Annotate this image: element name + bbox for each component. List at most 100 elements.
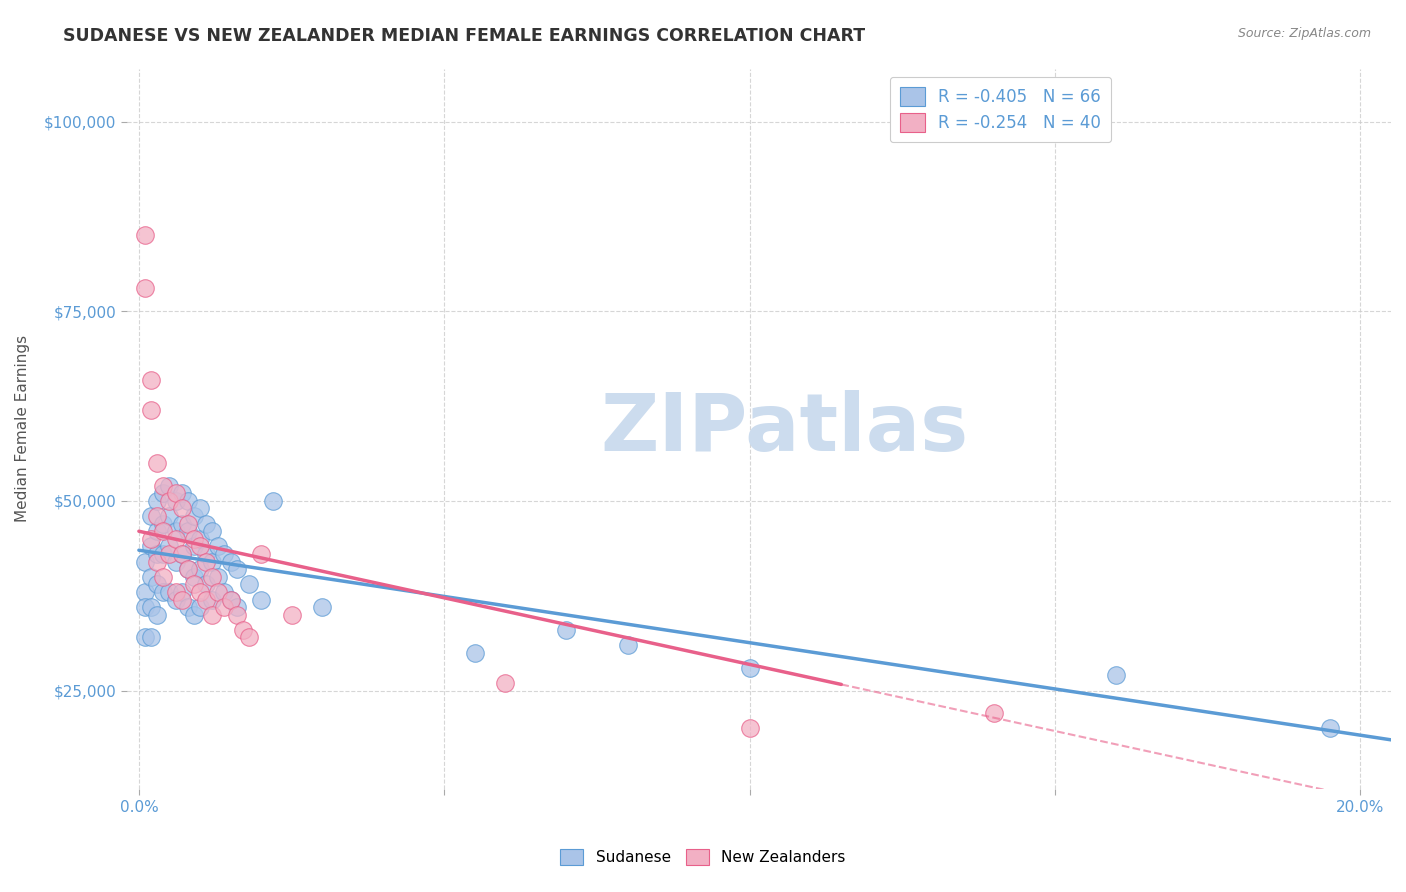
Point: [195, 516, 218, 531]
Point: [139, 402, 162, 417]
Point: [170, 486, 193, 500]
Point: [139, 372, 162, 386]
Point: [170, 501, 193, 516]
Point: [170, 516, 193, 531]
Point: [195, 547, 218, 561]
Point: [250, 547, 273, 561]
Point: [262, 494, 284, 508]
Point: [250, 592, 273, 607]
Point: [219, 592, 242, 607]
Point: [159, 494, 181, 508]
Point: [165, 592, 187, 607]
Y-axis label: Median Female Earnings: Median Female Earnings: [15, 335, 30, 523]
Point: [177, 600, 200, 615]
Point: [225, 600, 247, 615]
Point: [152, 524, 174, 539]
Point: [207, 540, 229, 554]
Text: Source: ZipAtlas.com: Source: ZipAtlas.com: [1237, 27, 1371, 40]
Point: [738, 722, 761, 736]
Point: [146, 494, 169, 508]
Point: [201, 607, 224, 622]
Point: [139, 631, 162, 645]
Point: [139, 540, 162, 554]
Point: [165, 486, 187, 500]
Point: [195, 592, 218, 607]
Point: [134, 555, 156, 569]
Point: [170, 547, 193, 561]
Point: [177, 516, 200, 531]
Point: [188, 562, 211, 576]
Point: [152, 479, 174, 493]
Point: [188, 532, 211, 546]
Point: [183, 607, 205, 622]
Point: [165, 585, 187, 599]
Point: [183, 532, 205, 546]
Point: [159, 540, 181, 554]
Point: [201, 570, 224, 584]
Point: [555, 623, 578, 637]
Point: [225, 607, 247, 622]
Point: [207, 570, 229, 584]
Point: [170, 592, 193, 607]
Point: [152, 486, 174, 500]
Point: [152, 547, 174, 561]
Text: ZIPatlas: ZIPatlas: [600, 390, 969, 467]
Point: [177, 494, 200, 508]
Point: [165, 494, 187, 508]
Point: [134, 585, 156, 599]
Point: [616, 638, 638, 652]
Point: [201, 592, 224, 607]
Point: [214, 585, 236, 599]
Point: [1319, 722, 1341, 736]
Point: [152, 585, 174, 599]
Point: [183, 577, 205, 591]
Point: [159, 479, 181, 493]
Point: [146, 577, 169, 591]
Point: [219, 555, 242, 569]
Legend: R = -0.405   N = 66, R = -0.254   N = 40: R = -0.405 N = 66, R = -0.254 N = 40: [890, 77, 1111, 142]
Point: [238, 631, 260, 645]
Point: [134, 631, 156, 645]
Point: [311, 600, 333, 615]
Point: [170, 547, 193, 561]
Point: [219, 592, 242, 607]
Point: [139, 509, 162, 524]
Point: [165, 524, 187, 539]
Legend: Sudanese, New Zealanders: Sudanese, New Zealanders: [554, 843, 852, 871]
Point: [159, 509, 181, 524]
Point: [177, 562, 200, 576]
Point: [232, 623, 254, 637]
Point: [201, 524, 224, 539]
Point: [207, 585, 229, 599]
Point: [238, 577, 260, 591]
Point: [159, 547, 181, 561]
Point: [195, 577, 218, 591]
Point: [165, 555, 187, 569]
Point: [146, 547, 169, 561]
Point: [280, 607, 302, 622]
Point: [152, 516, 174, 531]
Point: [146, 456, 169, 470]
Point: [134, 281, 156, 295]
Point: [139, 600, 162, 615]
Point: [1105, 668, 1128, 682]
Point: [183, 509, 205, 524]
Point: [134, 228, 156, 243]
Point: [201, 555, 224, 569]
Point: [214, 600, 236, 615]
Point: [146, 509, 169, 524]
Point: [738, 661, 761, 675]
Point: [188, 600, 211, 615]
Point: [146, 555, 169, 569]
Point: [188, 585, 211, 599]
Point: [188, 540, 211, 554]
Point: [139, 570, 162, 584]
Point: [170, 585, 193, 599]
Point: [225, 562, 247, 576]
Point: [146, 524, 169, 539]
Point: [183, 570, 205, 584]
Point: [152, 570, 174, 584]
Point: [494, 676, 516, 690]
Point: [214, 547, 236, 561]
Point: [146, 607, 169, 622]
